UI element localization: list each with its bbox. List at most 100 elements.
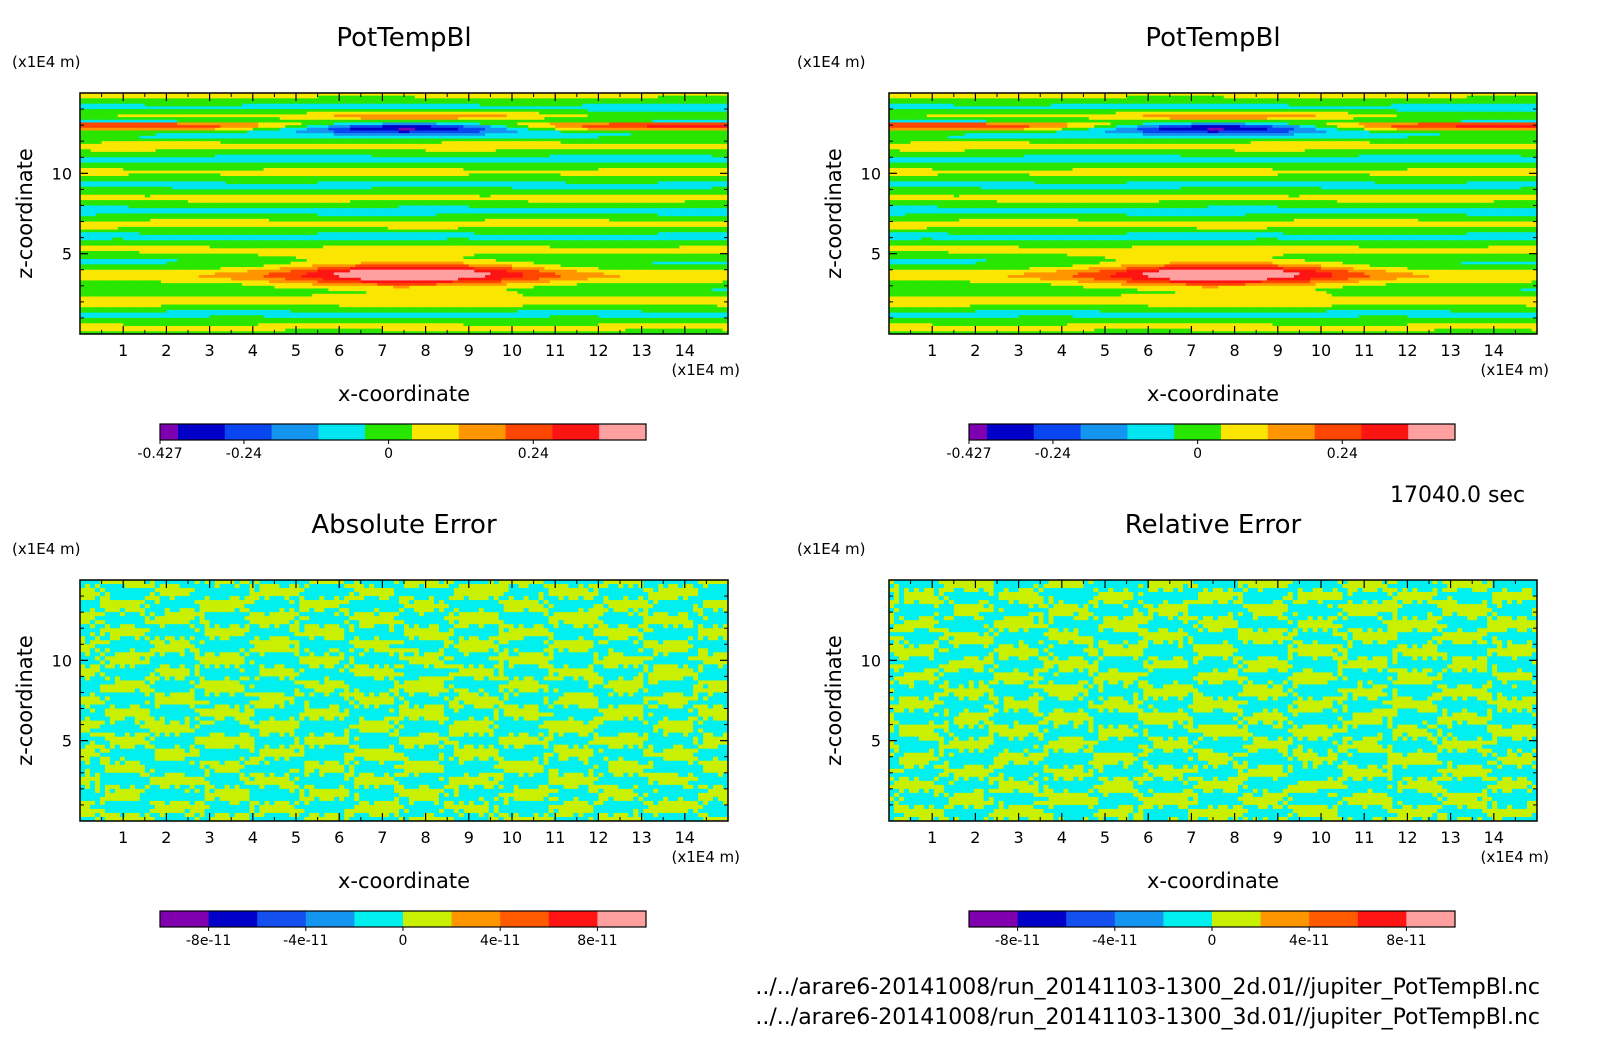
colorbar-frame bbox=[159, 423, 647, 441]
y-axis-label: z-coordinate bbox=[822, 148, 846, 279]
x-tick-label: 7 bbox=[377, 341, 387, 360]
colorbar-swatch bbox=[1260, 911, 1310, 927]
x-tick-label: 10 bbox=[502, 341, 522, 360]
x-tick-label: 13 bbox=[631, 828, 651, 847]
x-tick-label: 8 bbox=[421, 341, 431, 360]
x-tick-label: 9 bbox=[464, 341, 474, 360]
x-axis: 1 2 3 4 5 6 7 8 9 10 11 12 13 14 bbox=[910, 580, 1516, 847]
y-tick-label: 5 bbox=[871, 732, 881, 751]
colorbar-swatch bbox=[224, 424, 272, 440]
colorbar-swatch bbox=[552, 424, 600, 440]
x-tick-label: 12 bbox=[1397, 341, 1417, 360]
y-tick-label: 5 bbox=[871, 245, 881, 264]
y-tick-label: 10 bbox=[52, 651, 72, 670]
x-tick-label: 12 bbox=[588, 341, 608, 360]
x-tick-label: 2 bbox=[970, 341, 980, 360]
colorbar-tick-label: 0 bbox=[384, 446, 393, 462]
x-tick-label: 11 bbox=[1354, 341, 1374, 360]
x-tick-label: 11 bbox=[1354, 828, 1374, 847]
colorbar-swatch bbox=[1033, 424, 1081, 440]
x-tick-label: 11 bbox=[545, 341, 565, 360]
x-axis: 1 2 3 4 5 6 7 8 9 10 11 12 13 14 bbox=[910, 93, 1516, 360]
colorbar-tick-label: -0.24 bbox=[226, 446, 262, 462]
x-tick-label: 10 bbox=[1311, 828, 1331, 847]
x-tick-label: 6 bbox=[334, 828, 344, 847]
panel-absolute-error: Absolute Error(x1E4 m)1 2 3 4 5 6 7 8 9 10 11 12 13 1… bbox=[12, 510, 740, 949]
x-tick-label: 10 bbox=[1311, 341, 1331, 360]
colorbar-tick-label: -0.24 bbox=[1035, 446, 1071, 462]
colorbar-tick-label: 0.24 bbox=[1327, 446, 1358, 462]
x-tick-label: 6 bbox=[334, 341, 344, 360]
colorbar-swatch bbox=[548, 911, 598, 927]
colorbar-swatch bbox=[1080, 424, 1128, 440]
x-tick-label: 10 bbox=[502, 828, 522, 847]
colorbar-tick-label: -4e-11 bbox=[1092, 933, 1137, 949]
colorbar: -8e-11 -4e-11 0 4e-11 8e-11 bbox=[159, 910, 647, 949]
x-tick-label: 1 bbox=[118, 828, 128, 847]
y-tick-label: 5 bbox=[62, 245, 72, 264]
colorbar-swatch bbox=[1361, 424, 1409, 440]
y-unit-label: (x1E4 m) bbox=[12, 540, 81, 558]
x-tick-label: 12 bbox=[1397, 828, 1417, 847]
x-tick-label: 12 bbox=[588, 828, 608, 847]
colorbar: -8e-11 -4e-11 0 4e-11 8e-11 bbox=[968, 910, 1456, 949]
colorbar-swatch bbox=[1406, 911, 1456, 927]
colorbar-swatch bbox=[505, 424, 553, 440]
colorbar-tick-label: -4e-11 bbox=[283, 933, 328, 949]
colorbar-tick-label: -0.427 bbox=[137, 446, 182, 462]
colorbar-tick-label: 0 bbox=[399, 933, 408, 949]
x-unit-label: (x1E4 m) bbox=[671, 361, 740, 379]
x-axis-label: x-coordinate bbox=[338, 869, 470, 893]
x-tick-label: 3 bbox=[1014, 341, 1024, 360]
x-tick-label: 9 bbox=[464, 828, 474, 847]
colorbar-tick-label: 8e-11 bbox=[1386, 933, 1426, 949]
colorbar-swatch bbox=[412, 424, 460, 440]
x-axis: 1 2 3 4 5 6 7 8 9 10 11 12 13 14 bbox=[101, 580, 707, 847]
colorbar-tick-label: 0 bbox=[1208, 933, 1217, 949]
x-tick-label: 8 bbox=[421, 828, 431, 847]
y-unit-label: (x1E4 m) bbox=[797, 53, 866, 71]
colorbar-tick-label: 4e-11 bbox=[1289, 933, 1329, 949]
colorbar-swatch bbox=[1163, 911, 1213, 927]
x-axis-label: x-coordinate bbox=[1147, 382, 1279, 406]
colorbar-swatch bbox=[271, 424, 319, 440]
y-axis-label: z-coordinate bbox=[822, 635, 846, 766]
x-tick-label: 14 bbox=[1484, 828, 1504, 847]
x-tick-label: 7 bbox=[1186, 828, 1196, 847]
panel-pottemp-right: PotTempBl(x1E4 m)1 2 3 4 5 6 7 8 9 10 11 12 13 14(x1E… bbox=[797, 23, 1549, 462]
colorbar-swatch bbox=[500, 911, 550, 927]
x-tick-label: 4 bbox=[1057, 341, 1067, 360]
colorbar-swatch bbox=[1314, 424, 1362, 440]
colorbar-swatch bbox=[178, 424, 226, 440]
colorbar-tick-label: 4e-11 bbox=[480, 933, 520, 949]
x-tick-label: 8 bbox=[1230, 341, 1240, 360]
x-unit-label: (x1E4 m) bbox=[1480, 361, 1549, 379]
x-tick-label: 2 bbox=[161, 828, 171, 847]
x-tick-label: 4 bbox=[1057, 828, 1067, 847]
colorbar-swatch bbox=[1309, 911, 1359, 927]
x-tick-label: 1 bbox=[118, 341, 128, 360]
colorbar-tick-label: 0 bbox=[1193, 446, 1202, 462]
x-tick-label: 3 bbox=[205, 341, 215, 360]
colorbar-swatch bbox=[1066, 911, 1116, 927]
x-tick-label: 7 bbox=[1186, 341, 1196, 360]
panel-title: PotTempBl bbox=[1145, 23, 1280, 53]
x-tick-label: 2 bbox=[161, 341, 171, 360]
colorbar-swatch bbox=[599, 424, 647, 440]
colorbar-swatch bbox=[160, 911, 209, 927]
colorbar-swatch bbox=[1114, 911, 1164, 927]
colorbar-swatch bbox=[305, 911, 355, 927]
x-tick-label: 6 bbox=[1143, 341, 1153, 360]
x-tick-label: 4 bbox=[248, 341, 258, 360]
colorbar-swatch bbox=[257, 911, 307, 927]
x-tick-label: 4 bbox=[248, 828, 258, 847]
colorbar-swatch bbox=[597, 911, 647, 927]
y-unit-label: (x1E4 m) bbox=[12, 53, 81, 71]
y-tick-label: 10 bbox=[861, 651, 881, 670]
x-tick-label: 14 bbox=[675, 828, 695, 847]
file-path-1: ../../arare6-20141008/run_20141103-1300_… bbox=[755, 975, 1540, 1000]
colorbar-swatch bbox=[1408, 424, 1456, 440]
colorbar-swatch bbox=[365, 424, 413, 440]
y-tick-label: 5 bbox=[62, 732, 72, 751]
y-axis-label: z-coordinate bbox=[13, 635, 37, 766]
